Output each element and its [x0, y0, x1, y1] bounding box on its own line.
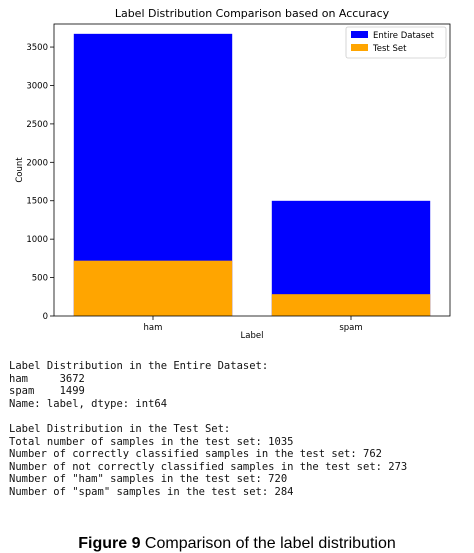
bar-spam-test-set	[271, 294, 431, 316]
output-line: Name: label, dtype: int64	[9, 397, 168, 410]
y-tick-label: 2500	[26, 120, 48, 130]
legend-swatch-entire-dataset	[351, 31, 368, 38]
console-output: Label Distribution in the Entire Dataset…	[9, 360, 407, 499]
y-axis-label: Count	[15, 157, 25, 183]
y-tick-label: 2000	[26, 158, 48, 168]
y-tick-label: 0	[43, 312, 48, 322]
figure-number: Figure 9	[78, 535, 141, 552]
legend-box	[345, 26, 447, 59]
x-tick-label-ham: ham	[144, 323, 163, 333]
output-line: Number of "ham" samples in the test set:…	[9, 473, 288, 486]
output-line: Number of correctly classified samples i…	[9, 448, 382, 461]
legend: Entire Dataset Test Set	[345, 26, 447, 59]
y-tick-label: 500	[32, 274, 48, 284]
x-tick-label-spam: spam	[339, 323, 362, 333]
legend-label-test-set: Test Set	[372, 44, 407, 54]
legend-label-entire-dataset: Entire Dataset	[373, 31, 435, 41]
y-tick-label: 1500	[26, 197, 48, 207]
bars-group	[73, 33, 431, 317]
x-axis-label: Label	[241, 331, 264, 341]
output-line	[9, 410, 407, 423]
y-tick-label: 3000	[26, 81, 48, 91]
output-line: Number of "spam" samples in the test set…	[9, 485, 294, 498]
caption-text: Comparison of the label distribution	[140, 535, 396, 552]
figure-caption: Figure 9 Comparison of the label distrib…	[0, 535, 474, 553]
y-ticks: 0 500 1000 1500 2000 2500 3000 3500	[26, 43, 54, 322]
bar-chart: Label Distribution Comparison based on A…	[15, 7, 451, 341]
plot-area	[53, 23, 451, 317]
output-line: Number of not correctly classified sampl…	[9, 460, 408, 473]
legend-swatch-test-set	[351, 44, 368, 51]
output-line: Total number of samples in the test set:…	[9, 435, 294, 448]
chart-title: Label Distribution Comparison based on A…	[115, 7, 390, 20]
bar-ham-test-set	[73, 260, 233, 316]
output-line: spam 1499	[9, 385, 85, 398]
y-tick-label: 1000	[26, 235, 48, 245]
y-tick-label: 3500	[26, 43, 48, 53]
output-line: ham 3672	[9, 372, 85, 385]
output-line: Label Distribution in the Test Set:	[9, 422, 231, 435]
output-line: Label Distribution in the Entire Dataset…	[9, 360, 269, 372]
x-ticks: ham spam	[144, 316, 363, 333]
